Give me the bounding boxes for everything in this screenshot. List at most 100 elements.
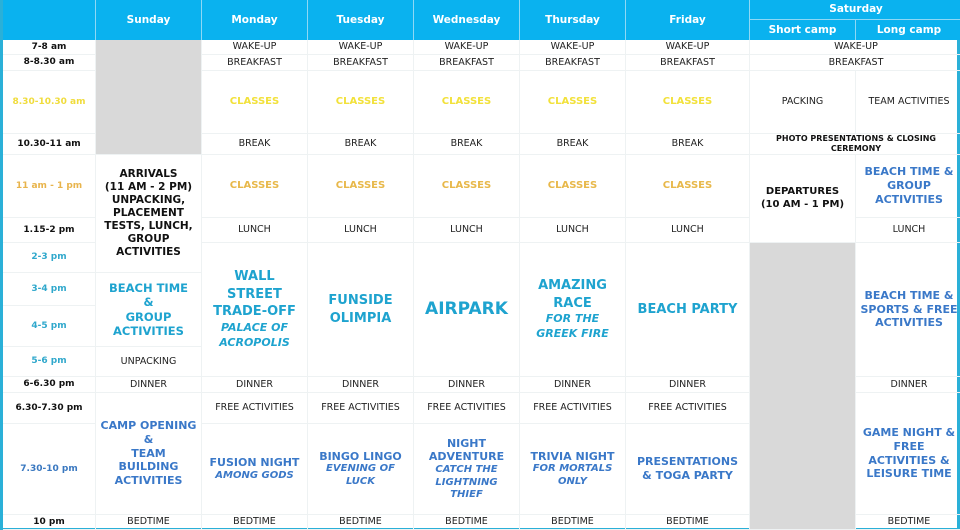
wake-cell: WAKE-UP xyxy=(308,40,414,55)
wake-cell: WAKE-UP xyxy=(626,40,750,55)
bedtime-cell: BEDTIME xyxy=(626,515,750,530)
wake-cell: WAKE-UP xyxy=(750,40,960,55)
time-label: 10 pm xyxy=(3,515,96,530)
header-thursday: Thursday xyxy=(520,0,626,40)
break-cell: BREAK xyxy=(520,134,626,155)
lunch-cell: LUNCH xyxy=(202,218,308,243)
sunday-arrivals: ARRIVALS (11 AM - 2 PM) UNPACKING, PLACE… xyxy=(96,155,202,273)
activity-thursday: AMAZING RACE FOR THE GREEK FIRE xyxy=(520,243,626,377)
event-subtitle: FOR MORTALS ONLY xyxy=(532,463,613,487)
lunch-cell: LUNCH xyxy=(626,218,750,243)
lunch-cell: LUNCH xyxy=(414,218,520,243)
event-subtitle: AMONG GODS xyxy=(215,469,294,481)
breakfast-cell: BREAKFAST xyxy=(626,55,750,71)
breakfast-cell: BREAKFAST xyxy=(750,55,960,71)
dinner-cell: DINNER xyxy=(96,377,202,393)
saturday-beach-group: BEACH TIME & GROUP ACTIVITIES xyxy=(856,155,960,218)
evening-tuesday: BINGO LINGO EVENING OF LUCK xyxy=(308,424,414,515)
break-cell: BREAK xyxy=(202,134,308,155)
event-title: FUSION NIGHT xyxy=(209,455,300,469)
event-title: PRESENTATIONS & TOGA PARTY xyxy=(636,455,739,482)
breakfast-cell: BREAKFAST xyxy=(414,55,520,71)
event-title: FUNSIDE OLIMPIA xyxy=(328,292,393,326)
event-title: TRIVIA NIGHT xyxy=(530,449,615,463)
dinner-cell: DINNER xyxy=(520,377,626,393)
unavailable-block xyxy=(96,40,202,155)
lunch-cell: LUNCH xyxy=(308,218,414,243)
classes-cell: CLASSES xyxy=(520,155,626,218)
classes-cell: CLASSES xyxy=(626,71,750,134)
break-cell: BREAK xyxy=(626,134,750,155)
break-cell: BREAK xyxy=(414,134,520,155)
header-friday: Friday xyxy=(626,0,750,40)
dinner-cell: DINNER xyxy=(202,377,308,393)
sunday-beach-time: BEACH TIME & GROUP ACTIVITIES xyxy=(96,273,202,347)
time-label: 7-8 am xyxy=(3,40,96,55)
header-long-camp: Long camp xyxy=(856,20,960,40)
classes-cell: CLASSES xyxy=(520,71,626,134)
free-activities-cell: FREE ACTIVITIES xyxy=(414,393,520,424)
time-label: 3-4 pm xyxy=(3,273,96,306)
classes-cell: CLASSES xyxy=(202,71,308,134)
time-label: 6-6.30 pm xyxy=(3,377,96,393)
event-title: NIGHT ADVENTURE xyxy=(428,436,505,464)
time-label: 8.30-10.30 am xyxy=(3,71,96,134)
saturday-team-activities: TEAM ACTIVITIES xyxy=(856,71,960,134)
saturday-packing: PACKING xyxy=(750,71,856,134)
activity-wednesday: AIRPARK xyxy=(414,243,520,377)
event-title: AIRPARK xyxy=(425,299,508,320)
bedtime-cell: BEDTIME xyxy=(414,515,520,530)
breakfast-cell: BREAKFAST xyxy=(202,55,308,71)
wake-cell: WAKE-UP xyxy=(520,40,626,55)
bedtime-cell: BEDTIME xyxy=(856,515,960,530)
bedtime-cell: BEDTIME xyxy=(202,515,308,530)
bedtime-cell: BEDTIME xyxy=(520,515,626,530)
free-activities-cell: FREE ACTIVITIES xyxy=(520,393,626,424)
time-label: 10.30-11 am xyxy=(3,134,96,155)
time-label: 1.15-2 pm xyxy=(3,218,96,243)
saturday-game-night: GAME NIGHT & FREE ACTIVITIES & LEISURE T… xyxy=(856,393,960,515)
breakfast-cell: BREAKFAST xyxy=(520,55,626,71)
sunday-camp-opening: CAMP OPENING & TEAM BUILDING ACTIVITIES xyxy=(96,393,202,515)
header-tuesday: Tuesday xyxy=(308,0,414,40)
evening-friday: PRESENTATIONS & TOGA PARTY xyxy=(626,424,750,515)
saturday-beach-sports: BEACH TIME & SPORTS & FREE ACTIVITIES xyxy=(856,243,960,377)
event-title: BINGO LINGO xyxy=(319,449,402,463)
unavailable-block xyxy=(750,243,856,530)
lunch-cell: LUNCH xyxy=(520,218,626,243)
activity-tuesday: FUNSIDE OLIMPIA xyxy=(308,243,414,377)
header-wednesday: Wednesday xyxy=(414,0,520,40)
classes-cell: CLASSES xyxy=(202,155,308,218)
time-label: 6.30-7.30 pm xyxy=(3,393,96,424)
bedtime-cell: BEDTIME xyxy=(308,515,414,530)
dinner-cell: DINNER xyxy=(414,377,520,393)
dinner-cell: DINNER xyxy=(856,377,960,393)
activity-friday: BEACH PARTY xyxy=(626,243,750,377)
activity-monday: WALL STREET TRADE-OFF PALACE OF ACROPOLIS xyxy=(202,243,308,377)
header-saturday: Saturday xyxy=(750,0,960,20)
time-label: 7.30-10 pm xyxy=(3,424,96,515)
sunday-unpacking: UNPACKING xyxy=(96,347,202,377)
event-subtitle: CATCH THE LIGHTNING THIEF xyxy=(435,464,498,500)
classes-cell: CLASSES xyxy=(414,71,520,134)
event-subtitle: FOR THE GREEK FIRE xyxy=(536,312,609,341)
header-short-camp: Short camp xyxy=(750,20,856,40)
header-sunday: Sunday xyxy=(96,0,202,40)
event-title: BEACH PARTY xyxy=(637,301,738,317)
wake-cell: WAKE-UP xyxy=(202,40,308,55)
event-title: AMAZING RACE xyxy=(538,278,607,311)
saturday-photo-presentations: PHOTO PRESENTATIONS & CLOSING CEREMONY xyxy=(750,134,960,155)
classes-cell: CLASSES xyxy=(414,155,520,218)
dinner-cell: DINNER xyxy=(308,377,414,393)
classes-cell: CLASSES xyxy=(308,155,414,218)
event-subtitle: EVENING OF LUCK xyxy=(326,463,395,487)
classes-cell: CLASSES xyxy=(626,155,750,218)
free-activities-cell: FREE ACTIVITIES xyxy=(308,393,414,424)
saturday-departures: DEPARTURES (10 AM - 1 PM) xyxy=(750,155,856,243)
wake-cell: WAKE-UP xyxy=(414,40,520,55)
header-corner xyxy=(3,0,96,40)
free-activities-cell: FREE ACTIVITIES xyxy=(202,393,308,424)
time-label: 4-5 pm xyxy=(3,306,96,347)
lunch-cell: LUNCH xyxy=(856,218,960,243)
